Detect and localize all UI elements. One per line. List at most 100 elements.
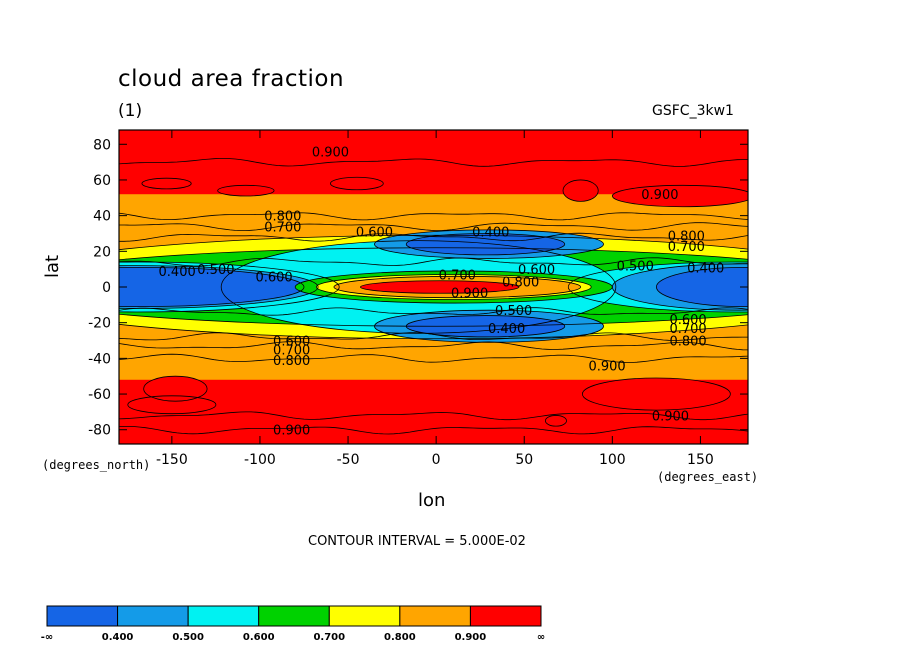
contour-line [119,234,748,340]
colorbar: -∞ 0.400 0.500 0.600 0.700 0.800 0.900 ∞ [41,605,545,643]
contour-label: 0.800 [669,335,706,350]
colorbar-swatch [469,605,542,627]
x-tick-label: 50 [515,452,533,468]
y-tick-label: 60 [93,173,111,189]
contour-line [220,240,617,334]
y-tick-label: 0 [102,280,111,296]
contour-label: 0.800 [668,229,705,244]
contour-band [360,280,519,294]
x-tick-label: -50 [337,452,360,468]
y-axis-units: (degrees_north) [42,458,151,472]
x-axis-label: lon [418,490,446,511]
contour-line-group [119,158,748,435]
contour-label: 0.500 [197,263,234,278]
colorbar-swatch [399,605,471,627]
colorbar-label: 0.800 [384,632,416,643]
colorbar-swatch [328,605,401,627]
contour-line [611,184,748,208]
y-tick-label: -40 [88,351,111,367]
y-tick-label: 20 [93,244,111,260]
colorbar-swatch [258,605,330,627]
contour-label: 0.800 [502,276,539,291]
dataset-label: GSFC_3kw1 [652,103,734,119]
y-tick-label: -60 [88,387,111,403]
x-axis-units: (degrees_east) [657,470,759,484]
contour-line [330,176,384,191]
colorbar-label: -∞ [41,632,53,643]
x-tick-label: 0 [432,452,441,468]
contour-line [315,274,592,300]
contour-line [119,158,748,167]
contour-line [217,184,275,197]
contour-label: 0.600 [255,270,292,285]
contour-label: 0.800 [273,354,310,369]
contour-band [582,377,731,411]
contour-line [581,377,731,411]
contour-interval-text: CONTOUR INTERVAL = 5.000E-02 [308,534,526,549]
contour-label: 0.900 [273,424,310,439]
y-tick-label: 40 [93,209,111,225]
contour-line [119,307,748,316]
contour-band [127,395,216,414]
x-tick-label: -100 [244,452,276,468]
x-tick-label: -150 [156,452,188,468]
y-tick-label: 80 [93,137,111,153]
contour-label: 0.700 [669,322,706,337]
contour-line [374,309,604,343]
contour-label: 0.700 [273,343,310,358]
contour-band [612,185,748,207]
contour-line [544,415,567,427]
contour-line [656,266,748,308]
contour-band [563,179,599,202]
colorbar-swatch [187,605,260,627]
contour-label: 0.600 [669,313,706,328]
contour-line [119,332,748,341]
contour-line [405,233,566,256]
contour-line [294,270,613,304]
contour-label: 0.500 [617,260,654,275]
contour-line [143,375,208,402]
x-axis: -150 -100 -50 0 50 100 150 [156,130,714,468]
contour-label: 0.700 [439,269,476,284]
contour-label: 0.700 [264,220,301,235]
contour-line [359,280,520,294]
colorbar-label: 0.500 [172,632,204,643]
contour-label: 0.600 [273,335,310,350]
contour-band [656,267,748,307]
contour-label: 0.600 [518,263,555,278]
colorbar-swatch [117,605,189,627]
contour-label: 0.900 [312,145,349,160]
contour-line [119,426,748,435]
contour-line [405,315,566,338]
contour-label: 0.400 [687,261,724,276]
contour-line [119,411,748,421]
contour-band [545,415,567,427]
contour-label: 0.700 [668,240,705,255]
contour-line [119,341,748,351]
contour-line [119,353,748,363]
colorbar-label: 0.900 [455,632,487,643]
contour-fill-group [119,130,748,444]
contour-line [141,177,192,190]
contour-label: 0.900 [641,188,678,203]
colorbar-swatch [46,605,119,627]
contour-line [119,247,748,327]
contour-band [330,177,384,190]
contour-line [374,229,604,259]
contour-line [119,261,340,313]
contour-label: 0.400 [472,226,509,241]
contour-line [567,261,748,313]
contour-band [406,233,565,255]
contour-line [333,275,582,299]
contour-label: 0.900 [451,286,488,301]
contour-label: 0.400 [159,265,196,280]
chart-title: cloud area fraction [118,66,345,92]
contour-label: 0.600 [356,226,393,241]
colorbar-label: 0.600 [243,632,275,643]
contour-band [217,185,275,197]
colorbar-label: ∞ [537,632,545,643]
y-tick-label: -20 [88,316,111,332]
contour-band [143,376,208,402]
